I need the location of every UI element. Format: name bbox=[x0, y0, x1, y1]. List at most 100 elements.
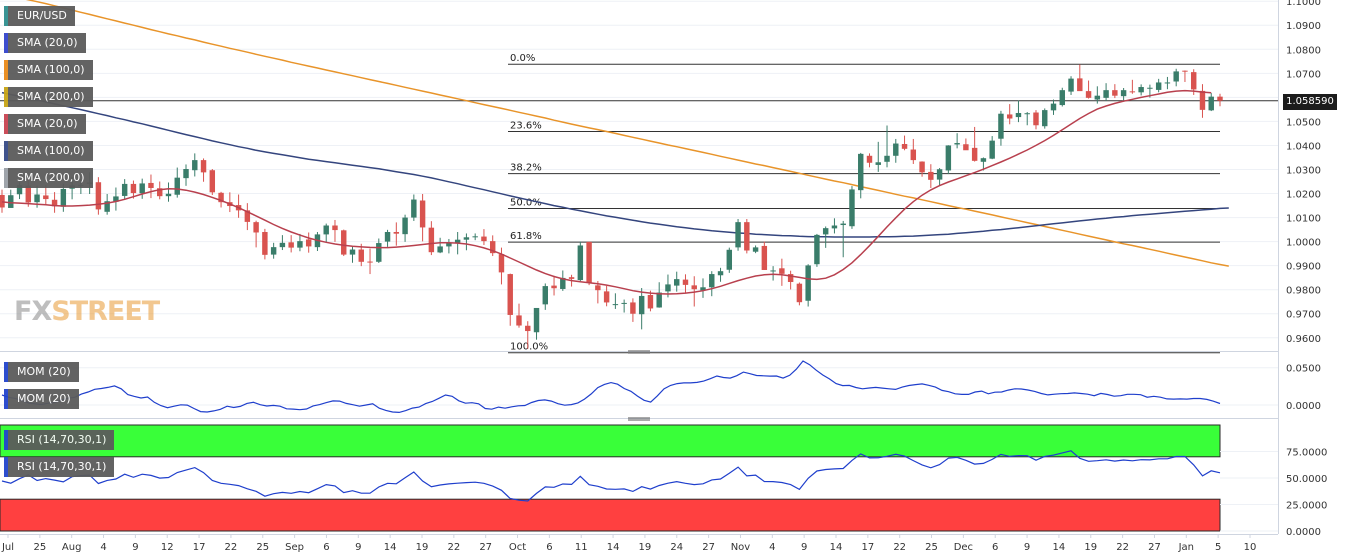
legend-item[interactable]: SMA (200,0) bbox=[4, 168, 93, 188]
legend-label: SMA (20,0) bbox=[17, 36, 78, 49]
candle bbox=[770, 266, 776, 281]
candle-body bbox=[1015, 112, 1022, 118]
legend-item[interactable]: SMA (20,0) bbox=[4, 33, 86, 53]
candle-body bbox=[34, 194, 40, 203]
candlesticks bbox=[0, 64, 1223, 349]
candle bbox=[945, 145, 952, 175]
price-tick-label: 1.0700 bbox=[1286, 69, 1321, 80]
candle-body bbox=[489, 241, 496, 254]
legend-item[interactable]: RSI (14,70,30,1) bbox=[4, 457, 115, 477]
legend-item[interactable]: RSI (14,70,30,1) bbox=[4, 430, 115, 450]
candle bbox=[51, 192, 58, 213]
rsi-panel[interactable]: 75.0000 50.0000 25.0000 0.0000 bbox=[0, 424, 1327, 539]
candle bbox=[787, 270, 794, 290]
candle-body bbox=[980, 158, 987, 162]
candle bbox=[1033, 110, 1039, 130]
candle bbox=[1103, 83, 1109, 101]
candle-body bbox=[341, 230, 347, 255]
candle-body bbox=[516, 315, 522, 326]
candle bbox=[1164, 76, 1171, 90]
candle-body bbox=[621, 302, 627, 304]
candle-body bbox=[1094, 95, 1101, 100]
legend-item[interactable]: MOM (20) bbox=[4, 362, 79, 382]
candle-body bbox=[893, 143, 899, 156]
candle-body bbox=[1155, 82, 1162, 90]
time-tick-label: 10 bbox=[1244, 542, 1257, 553]
price-tick-label: 1.0100 bbox=[1286, 214, 1321, 225]
legend-item[interactable]: MOM (20) bbox=[4, 389, 79, 409]
price-tick-label: 0.9800 bbox=[1286, 286, 1321, 297]
legend-item[interactable]: SMA (100,0) bbox=[4, 141, 93, 161]
legend-item[interactable]: SMA (200,0) bbox=[4, 87, 93, 107]
main-panel[interactable]: 0.0% 23.6% 38.2% 50.0% 61.8% 100.0% 1.1000 1.0… bbox=[0, 0, 1321, 354]
candle bbox=[1129, 79, 1136, 94]
mom-resize-handle[interactable] bbox=[628, 350, 650, 354]
candle bbox=[121, 179, 128, 201]
candle-body bbox=[411, 199, 417, 218]
candle-body bbox=[796, 283, 803, 303]
rsi-line bbox=[1, 450, 1221, 502]
legend-color-swatch bbox=[4, 430, 8, 450]
candle bbox=[612, 293, 619, 309]
candle bbox=[489, 235, 496, 257]
legend-item[interactable]: SMA (100,0) bbox=[4, 60, 93, 80]
rsi-resize-handle[interactable] bbox=[628, 417, 650, 421]
candle-body bbox=[831, 225, 838, 229]
time-tick-label: 17 bbox=[861, 542, 874, 553]
candle-body bbox=[507, 274, 513, 315]
time-tick-label: 19 bbox=[1084, 542, 1097, 553]
price-tick-label: 0.9700 bbox=[1286, 310, 1321, 321]
rsi-axis: 75.0000 50.0000 25.0000 0.0000 bbox=[1286, 448, 1327, 539]
candle-body bbox=[919, 161, 925, 173]
candle-body bbox=[709, 274, 715, 288]
candle bbox=[542, 283, 548, 310]
candle-body bbox=[481, 236, 487, 242]
legend-item[interactable]: EUR/USD bbox=[4, 6, 75, 26]
candle bbox=[735, 219, 741, 251]
candle bbox=[603, 285, 610, 307]
candle-body bbox=[612, 304, 619, 306]
candle bbox=[1138, 84, 1144, 96]
candle-body bbox=[971, 147, 978, 161]
candle bbox=[139, 178, 145, 199]
legend-label: SMA (200,0) bbox=[17, 90, 85, 103]
fibonacci-levels: 0.0% 23.6% 38.2% 50.0% 61.8% 100.0% bbox=[508, 53, 1220, 354]
candle-body bbox=[770, 270, 776, 272]
candle-body bbox=[288, 242, 294, 248]
time-tick-label: 9 bbox=[1024, 542, 1030, 553]
candle bbox=[270, 242, 277, 259]
candle-body bbox=[1103, 90, 1109, 98]
candle-body bbox=[1129, 91, 1136, 93]
fib-level-label: 38.2% bbox=[510, 163, 542, 174]
candle-body bbox=[148, 182, 154, 189]
candle-body bbox=[253, 222, 259, 233]
candle-body bbox=[60, 188, 67, 207]
candle-body bbox=[472, 236, 478, 238]
candle bbox=[901, 135, 908, 151]
legend-item[interactable]: SMA (20,0) bbox=[4, 114, 86, 134]
price-tick-label: 0.9600 bbox=[1286, 334, 1321, 345]
candle-body bbox=[928, 171, 934, 180]
candle-body bbox=[603, 291, 610, 303]
candle bbox=[148, 174, 154, 199]
mom-panel[interactable]: 0.0500 0.0000 bbox=[0, 360, 1321, 414]
candle bbox=[507, 273, 513, 326]
candle-body bbox=[437, 246, 443, 253]
sma-200-line bbox=[25, 0, 1229, 267]
candle bbox=[893, 138, 899, 163]
candle-body bbox=[954, 143, 960, 145]
candle-body bbox=[998, 113, 1004, 139]
price-tick-label: 1.0000 bbox=[1286, 238, 1321, 249]
time-tick-label: 6 bbox=[546, 542, 552, 553]
candle-body bbox=[419, 200, 426, 228]
time-tick-label: 22 bbox=[447, 542, 460, 553]
candle bbox=[814, 233, 820, 267]
candle bbox=[1094, 86, 1101, 104]
time-tick-label: 9 bbox=[355, 542, 361, 553]
candle bbox=[305, 232, 312, 253]
rsi-gridlines bbox=[1220, 451, 1278, 532]
candle bbox=[866, 153, 873, 168]
candle bbox=[1059, 87, 1065, 107]
candle-body bbox=[586, 241, 592, 283]
